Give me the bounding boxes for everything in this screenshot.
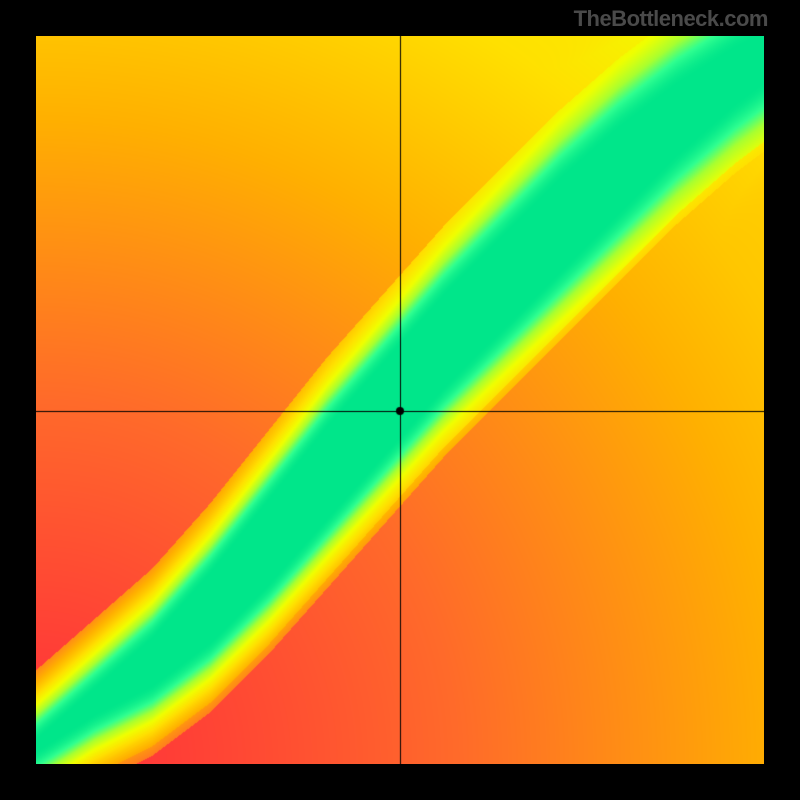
heatmap-canvas	[36, 36, 764, 764]
watermark-text: TheBottleneck.com	[574, 6, 768, 32]
bottleneck-heatmap	[36, 36, 764, 764]
